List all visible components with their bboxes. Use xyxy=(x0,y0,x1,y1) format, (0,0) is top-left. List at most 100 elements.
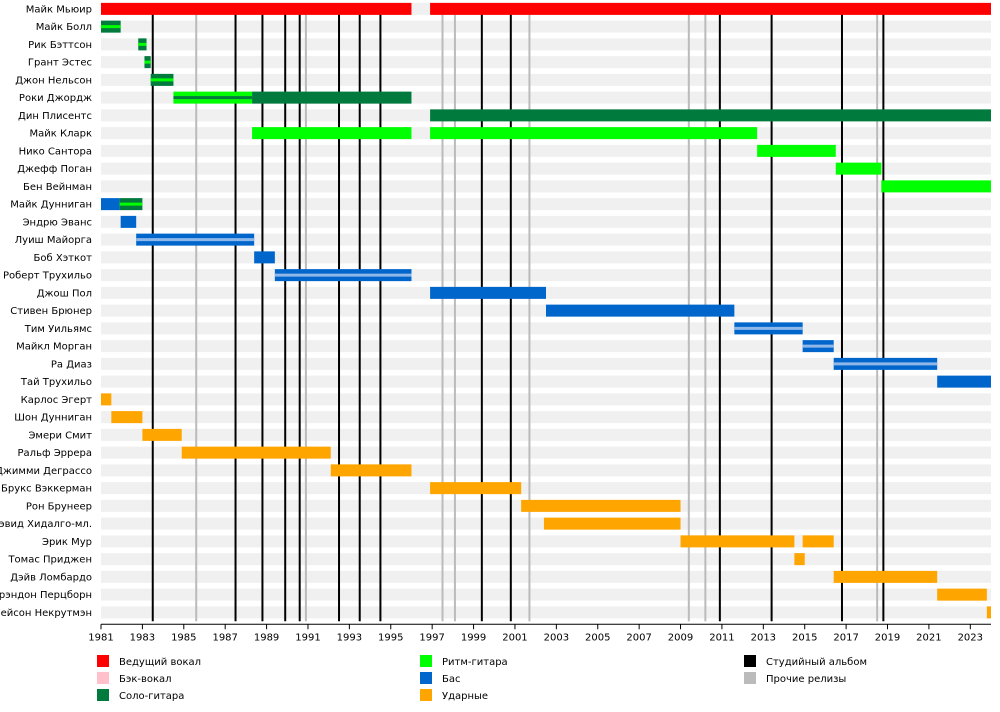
member-bar xyxy=(543,517,681,530)
member-bar xyxy=(430,127,758,140)
member-bar xyxy=(120,215,137,228)
member-bar-stripe xyxy=(274,273,412,277)
row-background xyxy=(101,215,991,228)
legend-swatch xyxy=(744,655,756,667)
member-label: Стивен Брюнер xyxy=(10,306,92,317)
legend-label: Бэк-вокал xyxy=(119,674,172,685)
row-background xyxy=(101,482,991,495)
member-label: Джимми Деграссо xyxy=(0,466,92,477)
year-label: 1997 xyxy=(419,632,444,643)
member-label: Джефф Поган xyxy=(17,164,92,175)
row-background xyxy=(101,464,991,477)
member-label: Шон Дунниган xyxy=(14,413,92,424)
year-label: 2001 xyxy=(502,632,527,643)
member-bar xyxy=(881,180,991,193)
row-background xyxy=(101,56,991,69)
member-label: Майк Болл xyxy=(36,22,92,33)
member-bar xyxy=(521,499,681,512)
member-bar xyxy=(430,2,991,15)
member-bar xyxy=(330,464,412,477)
row-background xyxy=(101,180,991,193)
member-label: Ральф Эррера xyxy=(18,448,92,459)
legend-swatch xyxy=(420,655,432,667)
row-background xyxy=(101,20,991,33)
member-bar xyxy=(986,606,991,619)
row-background xyxy=(101,553,991,566)
member-bar xyxy=(430,286,546,299)
legend-label: Соло-гитара xyxy=(119,691,184,702)
member-label: Роки Джордж xyxy=(19,93,92,104)
member-label: Грант Эстес xyxy=(28,58,92,69)
member-label: Тим Уильямс xyxy=(24,324,92,335)
year-label: 2023 xyxy=(958,632,983,643)
member-label: Роберт Трухильо xyxy=(3,271,92,282)
member-bar xyxy=(937,588,987,601)
year-label: 2013 xyxy=(751,632,776,643)
member-bar xyxy=(101,2,412,15)
member-bar-stripe xyxy=(138,42,147,46)
member-label: Рон Брунеер xyxy=(26,501,92,512)
year-label: 2021 xyxy=(916,632,941,643)
legend-swatch xyxy=(744,672,756,684)
row-background xyxy=(101,73,991,86)
year-label: 2017 xyxy=(833,632,858,643)
legend-label: Студийный альбом xyxy=(766,657,867,668)
member-bar xyxy=(101,198,120,211)
row-background xyxy=(101,411,991,424)
member-labels: Майк Мьюир Майк Болл Рик Бэттсон Грант Эсте… xyxy=(0,4,92,619)
year-label: 2015 xyxy=(792,632,817,643)
row-background xyxy=(101,340,991,353)
member-bar-stripe xyxy=(734,326,803,330)
legend: Ведущий вокал Бэк-вокал Соло-гитара Ритм-ги… xyxy=(97,655,867,702)
legend-label: Ритм-гитара xyxy=(442,657,508,668)
member-bar xyxy=(802,535,834,548)
year-label: 1995 xyxy=(378,632,403,643)
member-label: Эмери Смит xyxy=(28,430,92,441)
legend-swatch xyxy=(97,689,109,701)
member-bar xyxy=(835,162,882,175)
year-label: 2005 xyxy=(585,632,610,643)
row-background xyxy=(101,606,991,619)
row-background xyxy=(101,251,991,264)
legend-label: Ударные xyxy=(442,691,488,702)
member-label: Майк Дунниган xyxy=(10,200,92,211)
member-bar xyxy=(254,251,275,264)
member-bar-stripe xyxy=(802,344,834,348)
member-label: Бен Вейнман xyxy=(23,182,92,193)
year-label: 1983 xyxy=(130,632,155,643)
member-bar xyxy=(252,91,412,104)
year-label: 1991 xyxy=(295,632,320,643)
row-background xyxy=(101,144,991,157)
member-bar xyxy=(757,144,836,157)
year-axis: 1981 1983 1985 1987 1989 1991 1993 1995 1997 1999… xyxy=(88,623,991,643)
member-label: Майк Кларк xyxy=(30,129,92,140)
year-label: 1993 xyxy=(337,632,362,643)
member-bar xyxy=(680,535,795,548)
member-label: Грейсон Некрутмэн xyxy=(0,608,92,619)
member-label: Брэндон Перцборн xyxy=(0,590,92,601)
member-bar xyxy=(546,304,735,317)
row-background xyxy=(101,570,991,583)
year-label: 1987 xyxy=(212,632,237,643)
member-bar xyxy=(101,393,112,406)
year-label: 2011 xyxy=(709,632,734,643)
member-label: Боб Хэткот xyxy=(34,253,93,264)
member-bar xyxy=(111,411,143,424)
member-label: Брукс Вэккерман xyxy=(1,484,92,495)
member-label: Дин Плисентс xyxy=(18,111,92,122)
year-label: 1981 xyxy=(88,632,113,643)
member-label: Эндрю Эванс xyxy=(23,217,92,228)
member-label: Томас Приджен xyxy=(7,555,92,566)
member-bar xyxy=(252,127,412,140)
member-label: Эрик Мур xyxy=(42,537,92,548)
member-label: Дэвид Хидалго-мл. xyxy=(0,519,92,530)
member-bar xyxy=(937,375,991,388)
row-background xyxy=(101,375,991,388)
legend-swatch xyxy=(97,655,109,667)
year-label: 1999 xyxy=(461,632,486,643)
member-bar xyxy=(430,482,522,495)
legend-swatch xyxy=(420,672,432,684)
member-label: Луиш Майорга xyxy=(15,235,92,246)
member-bar xyxy=(430,109,991,122)
member-label: Ра Диаз xyxy=(51,359,92,370)
